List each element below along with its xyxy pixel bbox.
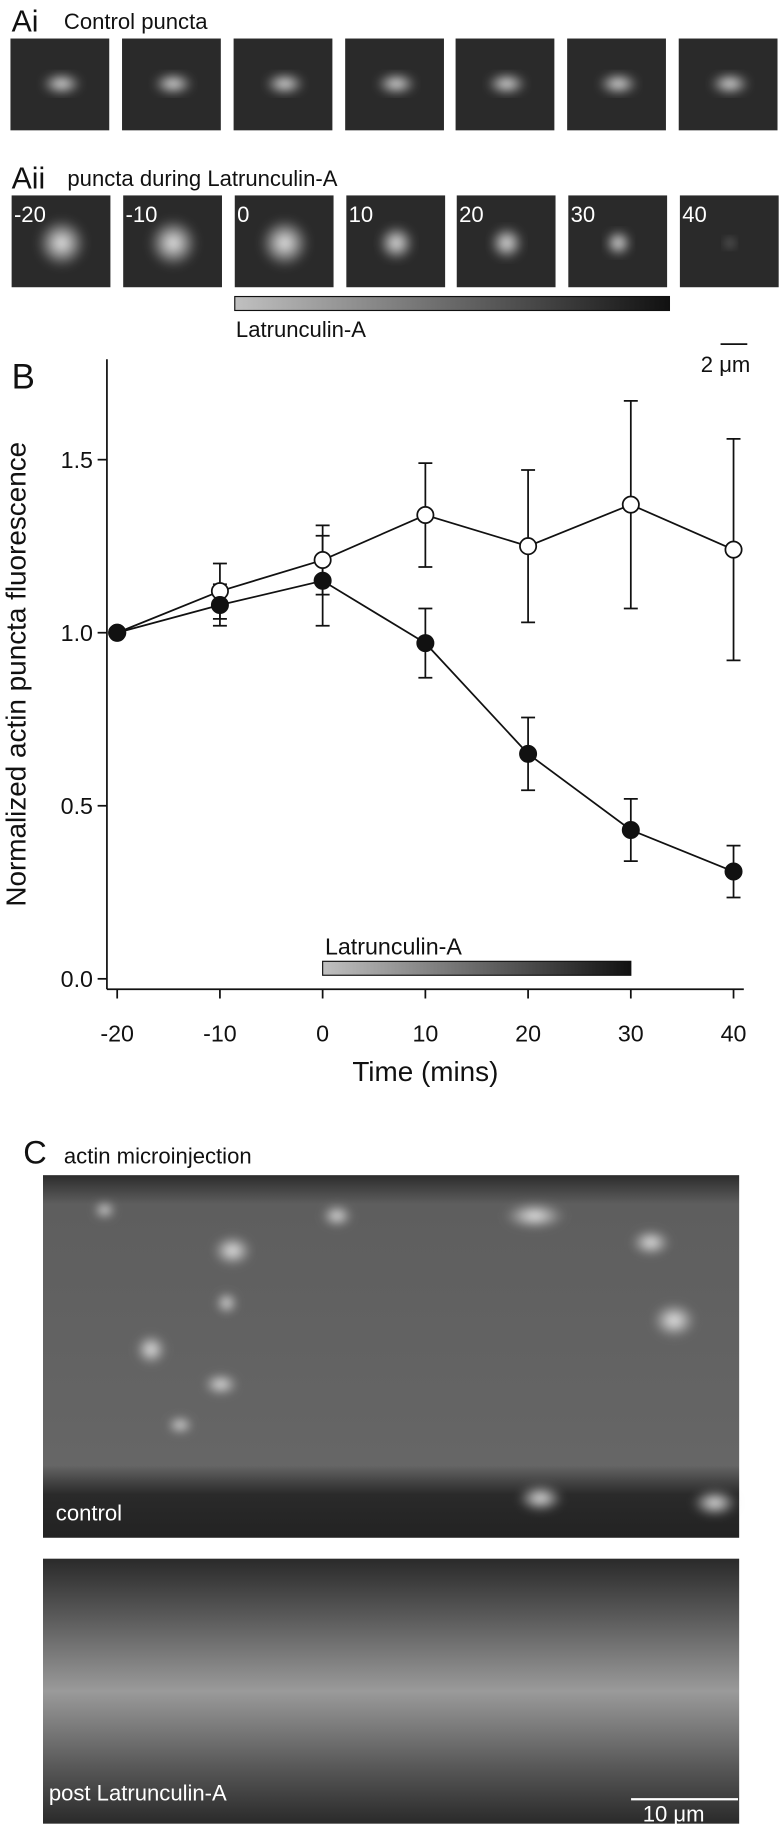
punctum-blob [263,72,306,96]
image-label: control [56,1500,122,1525]
panel-title: actin microinjection [64,1144,252,1169]
marker [519,537,538,556]
time-label: 0 [237,202,249,227]
y-tick-label: 0.0 [61,966,93,992]
image-label: post Latrunculin-A [49,1780,227,1805]
panel-a: Ai Control puncta Aii puncta during Latr… [10,6,779,377]
marker [313,551,332,570]
time-label: 10 [349,202,374,227]
scale-label: 2 μm [701,352,751,377]
punctum [489,225,525,261]
punctum [152,72,195,96]
panel-title: puncta during Latrunculin-A [67,166,337,191]
panel-c: C actin microinjection control post Latr… [23,1135,740,1825]
punctum-blob [485,72,528,96]
time-label: 40 [682,202,707,227]
y-tick-label: 1.0 [61,620,93,646]
x-tick-label: -10 [203,1021,237,1047]
panel-title: Control puncta [64,9,208,34]
punctum [147,217,199,269]
marker [724,540,743,559]
punctum [604,229,633,258]
punctum-blob [152,72,195,96]
punctum-blob [36,217,88,269]
punctum-blob [147,217,199,269]
time-label: 30 [571,202,596,227]
drug-label: Latrunculin-A [325,933,462,959]
punctum-blob [597,72,640,96]
x-tick-label: 30 [618,1021,644,1047]
x-axis-label: Time (mins) [352,1056,498,1087]
puncta [92,1200,738,1517]
drug-bar [234,295,671,312]
punctum [597,72,640,96]
y-tick-label: 1.5 [61,447,93,473]
drug-label: Latrunculin-A [236,317,366,342]
panel-label: Ai [12,6,39,39]
image-post [43,1558,740,1824]
panel-label: C [23,1135,47,1171]
marker [210,596,229,615]
punctum [722,236,737,251]
marker [621,495,640,514]
marker [724,862,743,881]
punctum [263,72,306,96]
punctum [708,72,751,96]
x-tick-label: 40 [721,1021,747,1047]
marker [416,634,435,653]
punctum-blob [708,72,751,96]
x-tick-label: 0 [316,1021,329,1047]
marker [621,820,640,840]
marker [416,506,435,525]
punctum-blob [604,229,633,258]
drug-bar [322,960,632,976]
punctum-blob [722,236,737,251]
y-tick-label: 0.5 [61,793,93,819]
chart: B 0.0 0.5 1.0 1.5 -20 -10 0 10 20 30 40 Time (mins) N… [1,357,747,1087]
punctum [259,217,311,269]
punctum [40,72,83,96]
punctum-blob [489,225,525,261]
panel-label: Aii [12,162,46,195]
marker [108,623,127,642]
time-label: -20 [14,202,46,227]
punctum-blob [40,72,83,96]
punctum-blob [375,72,418,96]
marker [313,571,332,590]
punctum-blob [259,217,311,269]
time-label: 20 [459,202,484,227]
marker [519,744,538,763]
punctum [485,72,528,96]
punctum-blob [377,224,415,262]
punctum [375,72,418,96]
punctum [36,217,88,269]
time-label: -10 [126,202,158,227]
scale-label: 10 μm [643,1801,705,1825]
x-tick-label: -20 [100,1021,134,1047]
x-tick-label: 10 [412,1021,438,1047]
panel-label: B [12,357,35,396]
punctum [377,224,415,262]
x-tick-label: 20 [515,1021,541,1047]
y-axis-label: Normalized actin puncta fluorescence [1,442,32,907]
